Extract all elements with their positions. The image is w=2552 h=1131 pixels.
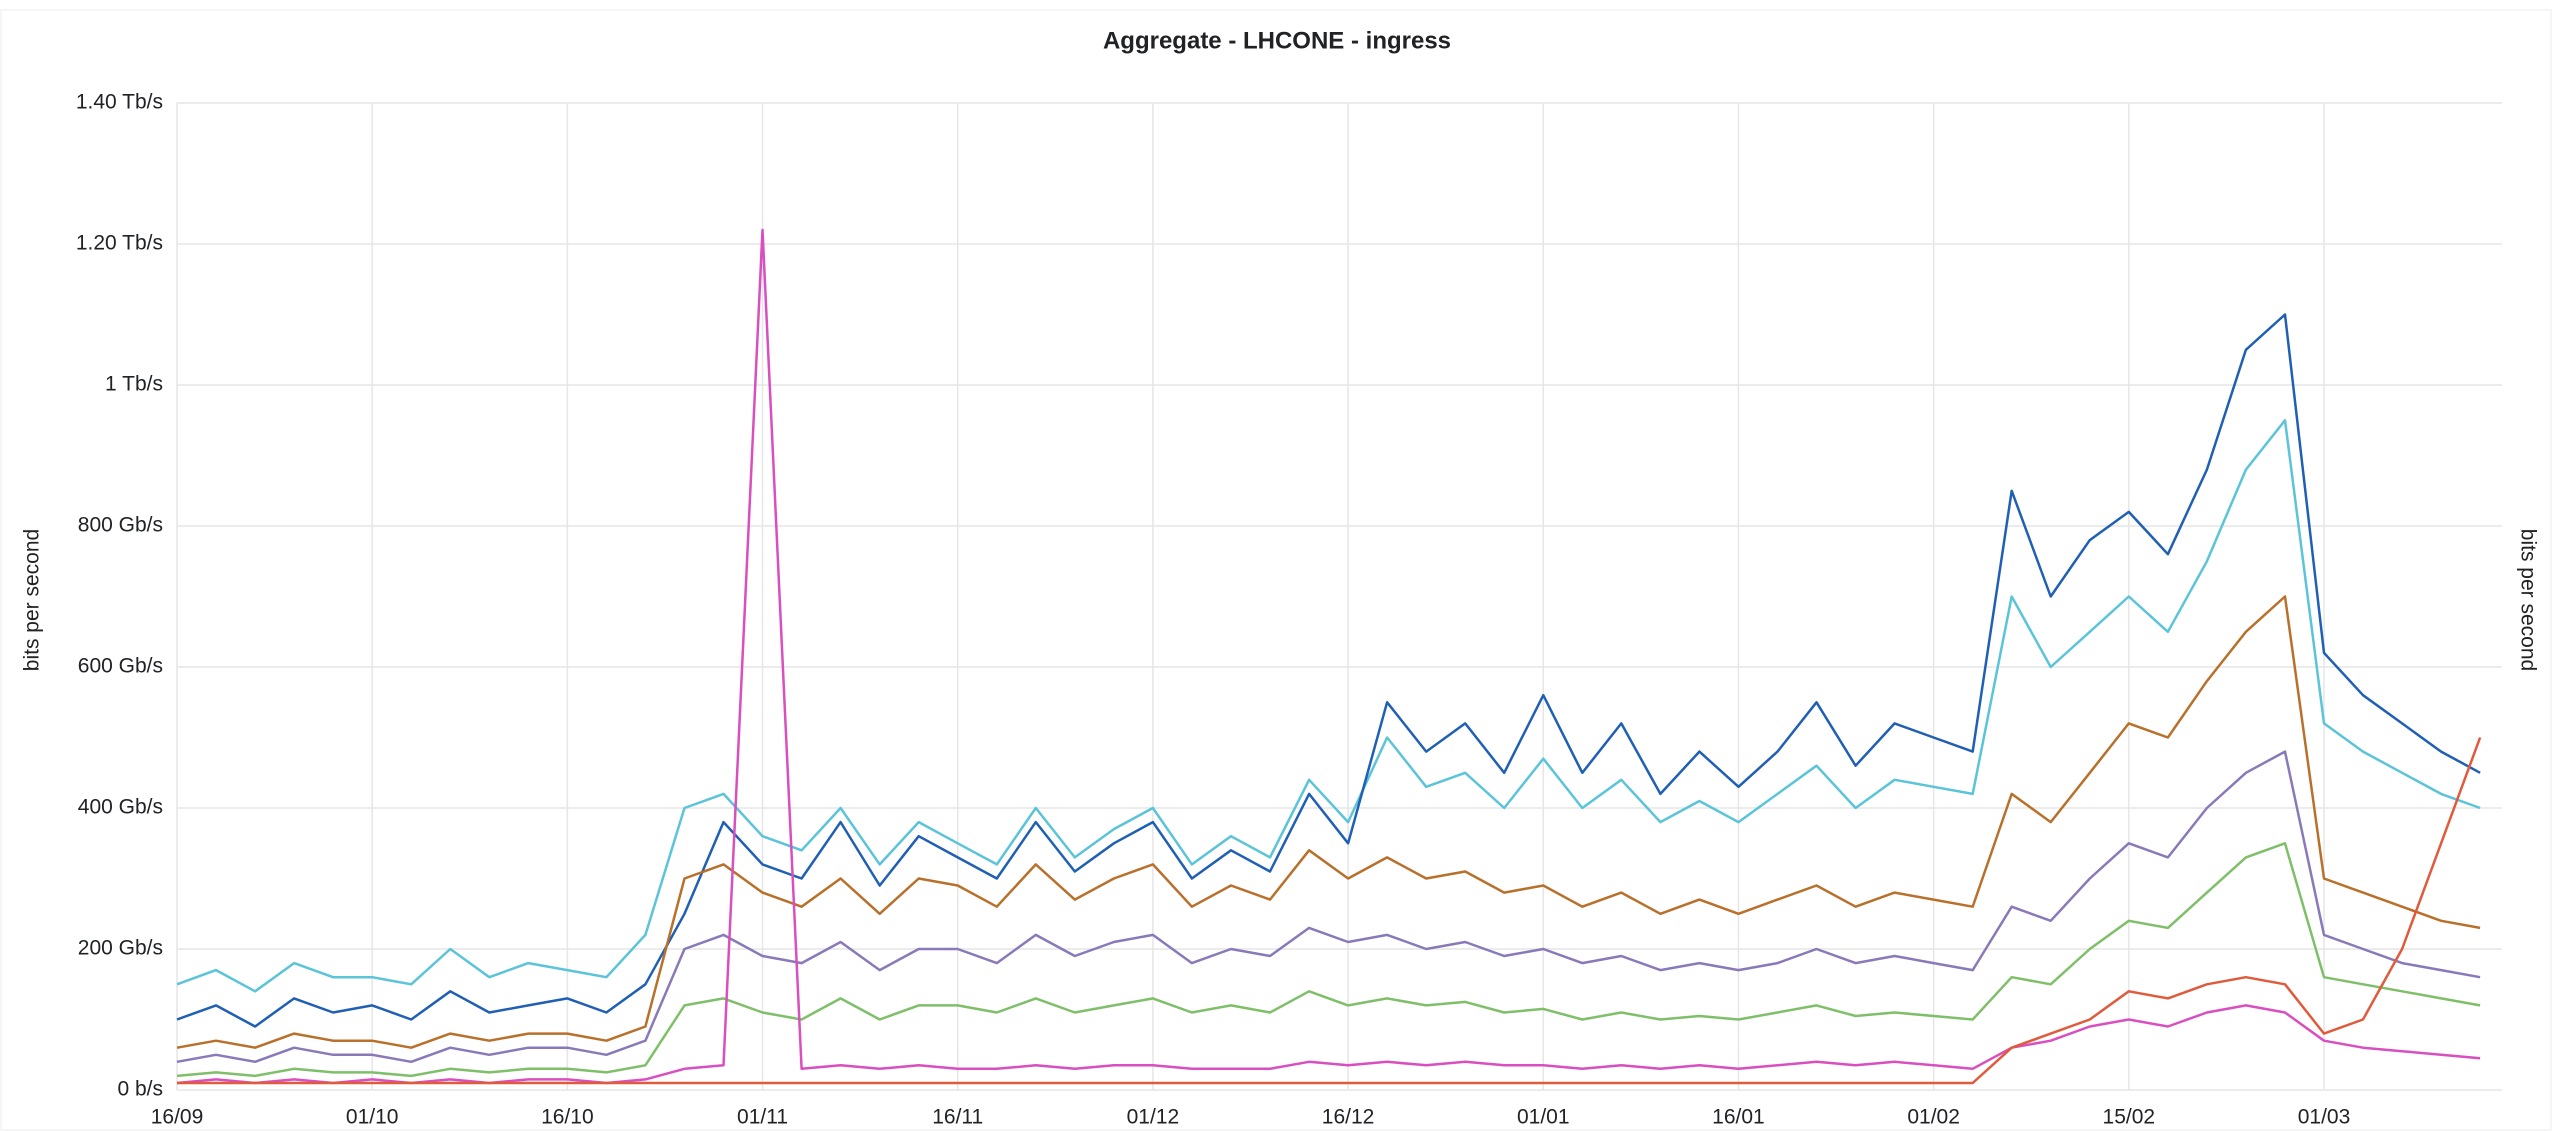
y-tick-label: 600 Gb/s (78, 655, 163, 678)
y-tick-label: 800 Gb/s (78, 514, 163, 537)
x-tick-label: 16/01 (1712, 1106, 1765, 1129)
x-tick-label: 01/02 (1907, 1106, 1960, 1129)
y-tick-label: 1 Tb/s (105, 373, 163, 396)
series-line (176, 313, 2481, 1028)
chart-title: Aggregate - LHCONE - ingress (1103, 27, 1451, 54)
y-axis-title: bits per second (21, 529, 44, 671)
series-line (176, 419, 2481, 993)
x-tick-label: 01/12 (1127, 1106, 1180, 1129)
y-tick-label: 400 Gb/s (78, 796, 163, 819)
series-line (177, 737, 2482, 1085)
y2-axis-title: bits per second (2516, 529, 2539, 671)
y-tick-label: 1.20 Tb/s (76, 232, 163, 255)
x-tick-label: 15/02 (2103, 1106, 2156, 1129)
y-tick-label: 0 b/s (117, 1078, 163, 1101)
series-line (176, 595, 2481, 1049)
panel-border (0, 9, 2552, 1131)
x-tick-label: 16/12 (1322, 1106, 1375, 1129)
y-tick-label: 200 Gb/s (78, 937, 163, 960)
x-tick-label: 01/03 (2298, 1106, 2351, 1129)
series-line (176, 228, 2481, 1085)
x-tick-label: 01/10 (346, 1106, 399, 1129)
x-tick-label: 16/10 (541, 1106, 594, 1129)
series-line (176, 750, 2481, 1064)
x-tick-label: 16/09 (151, 1106, 204, 1129)
x-tick-label: 01/01 (1517, 1106, 1570, 1129)
x-tick-label: 16/11 (932, 1106, 983, 1129)
series-line (176, 842, 2481, 1078)
x-tick-label: 01/11 (737, 1106, 788, 1129)
y-tick-label: 1.40 Tb/s (76, 91, 163, 114)
